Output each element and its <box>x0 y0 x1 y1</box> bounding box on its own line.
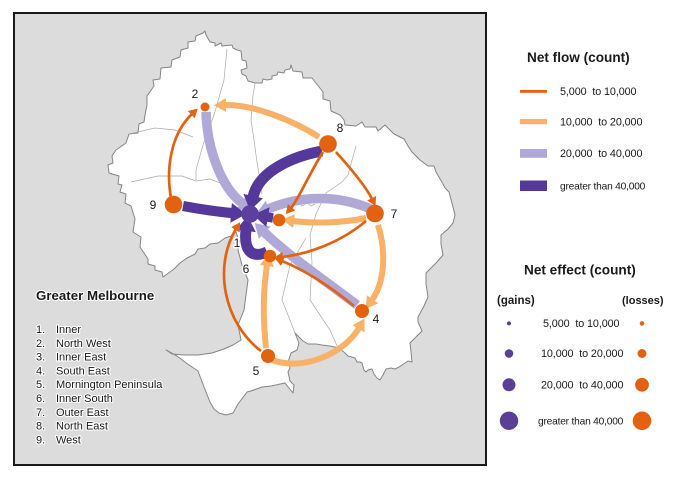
svg-text:7: 7 <box>391 207 398 221</box>
svg-text:2.: 2. <box>36 338 45 350</box>
svg-text:5,000 to 10,000: 5,000 to 10,000 <box>543 318 620 330</box>
svg-text:greater than 40,000: greater than 40,000 <box>560 181 646 192</box>
svg-text:1.: 1. <box>36 324 45 336</box>
svg-text:West: West <box>56 434 81 446</box>
svg-text:7.: 7. <box>36 407 45 419</box>
svg-text:20,000 to 40,000: 20,000 to 40,000 <box>541 380 623 392</box>
svg-text:(losses): (losses) <box>622 295 664 307</box>
svg-text:Greater Melbourne: Greater Melbourne <box>36 288 154 303</box>
svg-text:greater than 40,000: greater than 40,000 <box>538 417 624 428</box>
svg-text:4: 4 <box>373 312 380 326</box>
svg-text:8: 8 <box>337 121 344 135</box>
svg-text:Mornington Peninsula: Mornington Peninsula <box>56 379 163 391</box>
svg-text:5.: 5. <box>36 379 45 391</box>
svg-text:Inner South: Inner South <box>56 393 113 405</box>
svg-text:10,000 to 20,000: 10,000 to 20,000 <box>560 116 642 128</box>
svg-text:5,000 to 10,000: 5,000 to 10,000 <box>560 86 637 98</box>
svg-text:2: 2 <box>192 87 199 101</box>
svg-text:1: 1 <box>234 236 241 250</box>
svg-text:5: 5 <box>253 364 260 378</box>
svg-text:North East: North East <box>56 421 108 433</box>
svg-text:North West: North West <box>56 338 111 350</box>
svg-text:6: 6 <box>243 262 250 276</box>
svg-text:6.: 6. <box>36 393 45 405</box>
svg-text:Net effect (count): Net effect (count) <box>524 263 636 278</box>
svg-text:Inner East: Inner East <box>56 352 106 364</box>
svg-text:9.: 9. <box>36 434 45 446</box>
svg-text:3.: 3. <box>36 352 45 364</box>
svg-text:South East: South East <box>56 365 110 377</box>
svg-text:Inner: Inner <box>56 324 81 336</box>
svg-text:10,000 to 20,000: 10,000 to 20,000 <box>541 348 623 360</box>
svg-text:9: 9 <box>150 198 157 212</box>
svg-text:20,000 to 40,000: 20,000 to 40,000 <box>560 148 642 160</box>
svg-text:(gains): (gains) <box>497 295 535 307</box>
svg-text:Outer East: Outer East <box>56 407 109 419</box>
svg-text:Net flow (count): Net flow (count) <box>527 50 630 65</box>
svg-text:4.: 4. <box>36 365 45 377</box>
svg-text:8.: 8. <box>36 421 45 433</box>
